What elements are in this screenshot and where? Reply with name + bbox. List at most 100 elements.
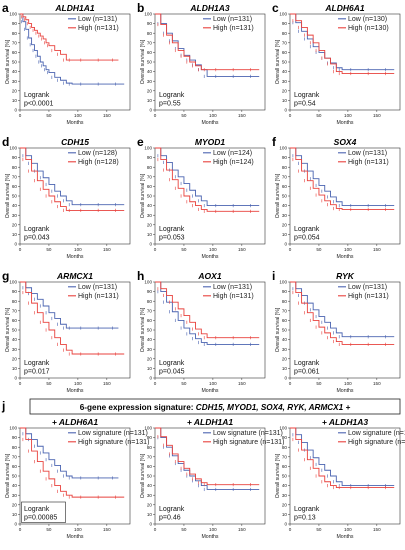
y-tick-label: 90	[12, 155, 18, 160]
y-tick-label: 80	[147, 445, 153, 450]
y-axis-label: Overall survival [%]	[275, 173, 281, 218]
x-tick-label: 0	[19, 381, 22, 386]
panel-label-j: j	[1, 399, 5, 413]
logrank-label: Logrank	[294, 92, 320, 99]
y-tick-label: 100	[144, 426, 152, 431]
series-line-high	[20, 147, 125, 211]
y-tick-label: 40	[282, 337, 288, 342]
legend-entry: High (n=131)	[213, 25, 254, 32]
y-tick-label: 70	[282, 174, 288, 179]
plot-frame	[154, 427, 266, 525]
x-tick-label: 100	[209, 113, 217, 118]
x-tick-label: 50	[316, 381, 322, 386]
series-line-high	[20, 427, 125, 498]
y-tick-label: 0	[149, 242, 152, 247]
y-tick-label: 50	[12, 194, 18, 199]
legend-entry: High (n=131)	[348, 293, 389, 300]
y-tick-label: 40	[147, 337, 153, 342]
y-axis-label: Overall survival [%]	[140, 39, 146, 84]
y-tick-label: 70	[147, 40, 153, 45]
y-tick-label: 20	[12, 222, 18, 227]
x-axis-label: Months	[201, 534, 218, 540]
x-tick-label: 100	[344, 381, 352, 386]
y-tick-label: 40	[12, 483, 18, 488]
x-axis-label: Months	[336, 534, 353, 540]
x-tick-label: 100	[74, 113, 82, 118]
legend-entry: Low (n=124)	[213, 150, 252, 157]
y-axis-label: Overall survival [%]	[140, 453, 146, 498]
series-line-low	[20, 281, 119, 329]
y-tick-label: 90	[147, 155, 153, 160]
legend-entry: Low signature (n=131)	[213, 430, 283, 437]
legend-entry: High (n=131)	[348, 159, 389, 166]
panel-label: c	[272, 1, 279, 15]
panel-h: h AOX1 0 10 20 30 40 50 60 70 80 90 100 0 50 100 150 Mont…	[137, 269, 266, 394]
y-tick-label: 20	[147, 88, 153, 93]
y-axis-label: Overall survival [%]	[5, 39, 11, 84]
legend-entry: Low (n=130)	[348, 16, 387, 23]
panel-f: f SOX4 0 10 20 30 40 50 60 70 80 90 100 0 50 100 150 Mont…	[272, 135, 401, 260]
y-tick-label: 0	[284, 242, 287, 247]
legend-entry: High signature (n=131)	[348, 439, 405, 446]
legend-entry: Low (n=131)	[78, 16, 117, 23]
y-tick-label: 80	[147, 165, 153, 170]
y-tick-label: 50	[282, 60, 288, 65]
series-line-low	[155, 147, 260, 207]
signature-banner-box	[29, 398, 401, 415]
y-tick-label: 50	[12, 328, 18, 333]
plot-frame	[289, 13, 401, 111]
y-tick-label: 40	[282, 203, 288, 208]
plot-frame	[19, 147, 131, 245]
x-tick-label: 150	[103, 113, 111, 118]
logrank-label: Logrank	[294, 226, 320, 233]
x-tick-label: 100	[209, 381, 217, 386]
y-tick-label: 10	[12, 98, 18, 103]
y-tick-label: 60	[12, 184, 18, 189]
y-tick-label: 30	[282, 213, 288, 218]
x-tick-label: 150	[238, 113, 246, 118]
x-tick-label: 150	[103, 247, 111, 252]
y-tick-label: 20	[282, 502, 288, 507]
p-value: p=0.054	[294, 235, 320, 242]
legend-entry: Low (n=128)	[78, 150, 117, 157]
panel-i: i RYK 0 10 20 30 40 50 60 70 80 90 100 0 50 100 150 Month…	[272, 269, 401, 394]
x-tick-label: 50	[181, 247, 187, 252]
series-line-low	[290, 281, 395, 338]
legend-entry: High (n=128)	[78, 159, 119, 166]
y-tick-label: 70	[12, 308, 18, 313]
x-tick-label: 150	[103, 381, 111, 386]
plot-frame	[289, 147, 401, 245]
y-tick-label: 100	[9, 12, 17, 17]
panel-j2: + ALDH1A1 0 10 20 30 40 50 60 70 80 90 100 0 50 100 150…	[140, 417, 284, 540]
y-tick-label: 90	[147, 21, 153, 26]
x-tick-label: 0	[154, 527, 157, 532]
y-tick-label: 90	[282, 289, 288, 294]
y-tick-label: 60	[147, 184, 153, 189]
y-tick-label: 30	[282, 79, 288, 84]
x-tick-label: 50	[46, 527, 52, 532]
y-tick-label: 60	[12, 50, 18, 55]
logrank-box	[21, 501, 66, 523]
x-tick-label: 100	[74, 381, 82, 386]
y-tick-label: 0	[14, 522, 17, 527]
y-tick-label: 60	[147, 50, 153, 55]
y-tick-label: 60	[282, 184, 288, 189]
y-tick-label: 30	[147, 493, 153, 498]
y-tick-label: 30	[12, 347, 18, 352]
panel-title: + ALDH1A1	[187, 417, 233, 427]
x-tick-label: 100	[209, 527, 217, 532]
y-tick-label: 30	[147, 213, 153, 218]
logrank-label: Logrank	[24, 92, 50, 99]
y-tick-label: 40	[12, 203, 18, 208]
y-tick-label: 90	[12, 289, 18, 294]
p-value: p=0.00085	[24, 515, 57, 522]
y-tick-label: 0	[284, 108, 287, 113]
y-tick-label: 80	[12, 445, 18, 450]
y-tick-label: 100	[9, 146, 17, 151]
y-tick-label: 60	[282, 318, 288, 323]
y-tick-label: 100	[144, 280, 152, 285]
x-tick-label: 150	[103, 527, 111, 532]
x-tick-label: 0	[154, 247, 157, 252]
y-tick-label: 20	[282, 222, 288, 227]
